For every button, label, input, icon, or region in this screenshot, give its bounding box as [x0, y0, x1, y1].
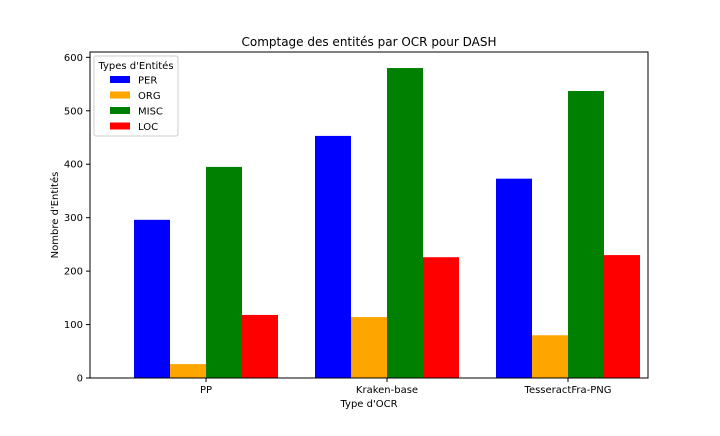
legend-swatch-misc: [110, 107, 130, 114]
x-axis: PP Kraken-base TesseractFra-PNG: [200, 378, 612, 396]
legend-swatch-loc: [110, 122, 130, 130]
chart-title: Comptage des entités par OCR pour DASH: [241, 35, 496, 49]
bar-loc-0: [242, 314, 278, 378]
bar-misc-0: [206, 166, 242, 378]
bar-per-0: [134, 219, 170, 378]
legend-swatch-org: [110, 91, 130, 99]
bar-per-1: [315, 135, 351, 378]
bar-per-2: [496, 178, 532, 378]
y-tick-label: 600: [64, 53, 83, 64]
y-tick-label: 400: [64, 160, 83, 171]
y-tick-label: 100: [64, 320, 83, 331]
bar-misc-1: [387, 68, 423, 379]
y-tick-label: 300: [64, 213, 83, 224]
y-tick-label: 0: [77, 374, 83, 385]
legend-label-misc: MISC: [138, 107, 163, 118]
y-tick-label: 200: [64, 267, 83, 278]
bar-loc-1: [423, 257, 459, 378]
y-axis: 0 100 200 300 400 500 600: [64, 53, 90, 385]
legend-label-loc: LOC: [138, 122, 158, 133]
bar-org-1: [351, 317, 387, 378]
legend-title: Types d'Entités: [97, 60, 173, 72]
bar-org-0: [170, 364, 206, 378]
bar-org-2: [532, 335, 568, 378]
bar-loc-2: [604, 255, 640, 378]
legend-swatch-per: [110, 76, 130, 83]
x-tick-label: TesseractFra-PNG: [524, 385, 612, 396]
x-tick-label: Kraken-base: [356, 385, 418, 396]
y-axis-label: Nombre d'Entités: [49, 172, 61, 259]
bar-misc-2: [568, 91, 604, 378]
legend: Types d'Entités PER ORG MISC LOC: [93, 55, 179, 137]
y-tick-label: 500: [64, 106, 83, 117]
legend-label-org: ORG: [138, 91, 161, 102]
x-axis-label: Type d'OCR: [339, 399, 397, 410]
x-tick-label: PP: [200, 385, 212, 396]
bars-group: [134, 68, 640, 379]
legend-items: PER ORG MISC LOC: [110, 76, 163, 133]
legend-label-per: PER: [138, 76, 157, 87]
plot-frame: [89, 51, 649, 379]
